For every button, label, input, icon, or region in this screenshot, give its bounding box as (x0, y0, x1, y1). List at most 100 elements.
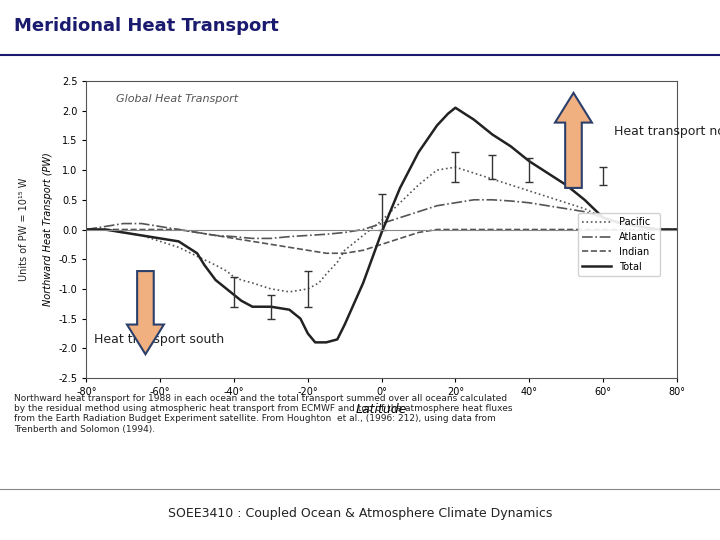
Atlantic (562, 205, 570, 212)
Atlantic (193, 229, 202, 235)
Atlantic (82, 226, 91, 233)
Atlantic (248, 235, 257, 242)
Pacific (654, 226, 662, 233)
Pacific (359, 232, 367, 239)
Text: Heat transport north: Heat transport north (614, 125, 720, 138)
Pacific (285, 288, 294, 295)
Pacific (156, 238, 164, 245)
Total (433, 122, 441, 129)
Pacific (488, 176, 497, 182)
Text: Meridional Heat Transport: Meridional Heat Transport (14, 17, 279, 35)
Text: Global Heat Transport: Global Heat Transport (116, 94, 238, 104)
Indian (138, 226, 146, 233)
Pacific (506, 181, 515, 188)
Indian (414, 229, 423, 235)
Pacific (433, 167, 441, 173)
Indian (377, 241, 386, 247)
Indian (359, 247, 367, 254)
Total (311, 339, 320, 346)
Total (451, 105, 459, 111)
Total (488, 131, 497, 138)
Atlantic (599, 214, 608, 221)
Pacific (396, 199, 405, 206)
Pacific (101, 226, 109, 233)
Atlantic (433, 202, 441, 209)
Indian (599, 226, 608, 233)
Indian (248, 238, 257, 245)
Atlantic (119, 220, 127, 227)
Polygon shape (555, 93, 592, 188)
Indian (562, 226, 570, 233)
Atlantic (506, 198, 515, 204)
Indian (156, 226, 164, 233)
Total (266, 303, 275, 310)
Total (174, 238, 183, 245)
Indian (451, 226, 459, 233)
Line: Atlantic: Atlantic (86, 200, 677, 239)
Indian (119, 226, 127, 233)
Atlantic (544, 202, 552, 209)
Total (296, 315, 305, 322)
Pacific (211, 262, 220, 268)
Total (285, 307, 294, 313)
Total (211, 276, 220, 283)
Total (444, 110, 452, 117)
X-axis label: Latitude: Latitude (356, 403, 408, 416)
Total (156, 235, 164, 242)
Total (672, 226, 681, 233)
Indian (636, 226, 644, 233)
Pacific (599, 214, 608, 221)
Indian (469, 226, 478, 233)
Atlantic (211, 232, 220, 239)
Indian (580, 226, 589, 233)
Total (303, 330, 312, 337)
Pacific (672, 226, 681, 233)
Pacific (315, 280, 323, 286)
Pacific (82, 226, 91, 233)
Pacific (562, 199, 570, 206)
Pacific (303, 286, 312, 292)
Total (377, 229, 386, 235)
Indian (266, 241, 275, 247)
Atlantic (654, 226, 662, 233)
Indian (506, 226, 515, 233)
Pacific (580, 205, 589, 212)
Pacific (341, 247, 349, 254)
Atlantic (322, 231, 330, 238)
Total (562, 181, 570, 188)
Total (237, 298, 246, 304)
Total (341, 321, 349, 328)
Indian (303, 247, 312, 254)
Legend: Pacific, Atlantic, Indian, Total: Pacific, Atlantic, Indian, Total (578, 213, 660, 275)
Indian (672, 226, 681, 233)
Pacific (469, 170, 478, 176)
Atlantic (303, 232, 312, 239)
Atlantic (138, 220, 146, 227)
Indian (396, 235, 405, 242)
Atlantic (414, 208, 423, 215)
Atlantic (396, 214, 405, 221)
Line: Pacific: Pacific (86, 167, 677, 292)
Pacific (451, 164, 459, 171)
Pacific (193, 253, 202, 260)
Total (333, 336, 341, 343)
Atlantic (636, 223, 644, 230)
Pacific (617, 220, 626, 227)
Total (636, 223, 644, 230)
Pacific (414, 181, 423, 188)
Indian (341, 250, 349, 256)
Pacific (322, 271, 330, 278)
Indian (488, 226, 497, 233)
Total (101, 226, 109, 233)
Atlantic (101, 223, 109, 230)
Atlantic (230, 233, 238, 240)
Pacific (266, 286, 275, 292)
Atlantic (525, 199, 534, 206)
Total (525, 158, 534, 164)
Indian (211, 232, 220, 239)
Atlantic (174, 226, 183, 233)
Y-axis label: Northward Heat Transport (PW): Northward Heat Transport (PW) (42, 153, 53, 306)
Atlantic (672, 226, 681, 233)
Indian (654, 226, 662, 233)
Atlantic (469, 197, 478, 203)
